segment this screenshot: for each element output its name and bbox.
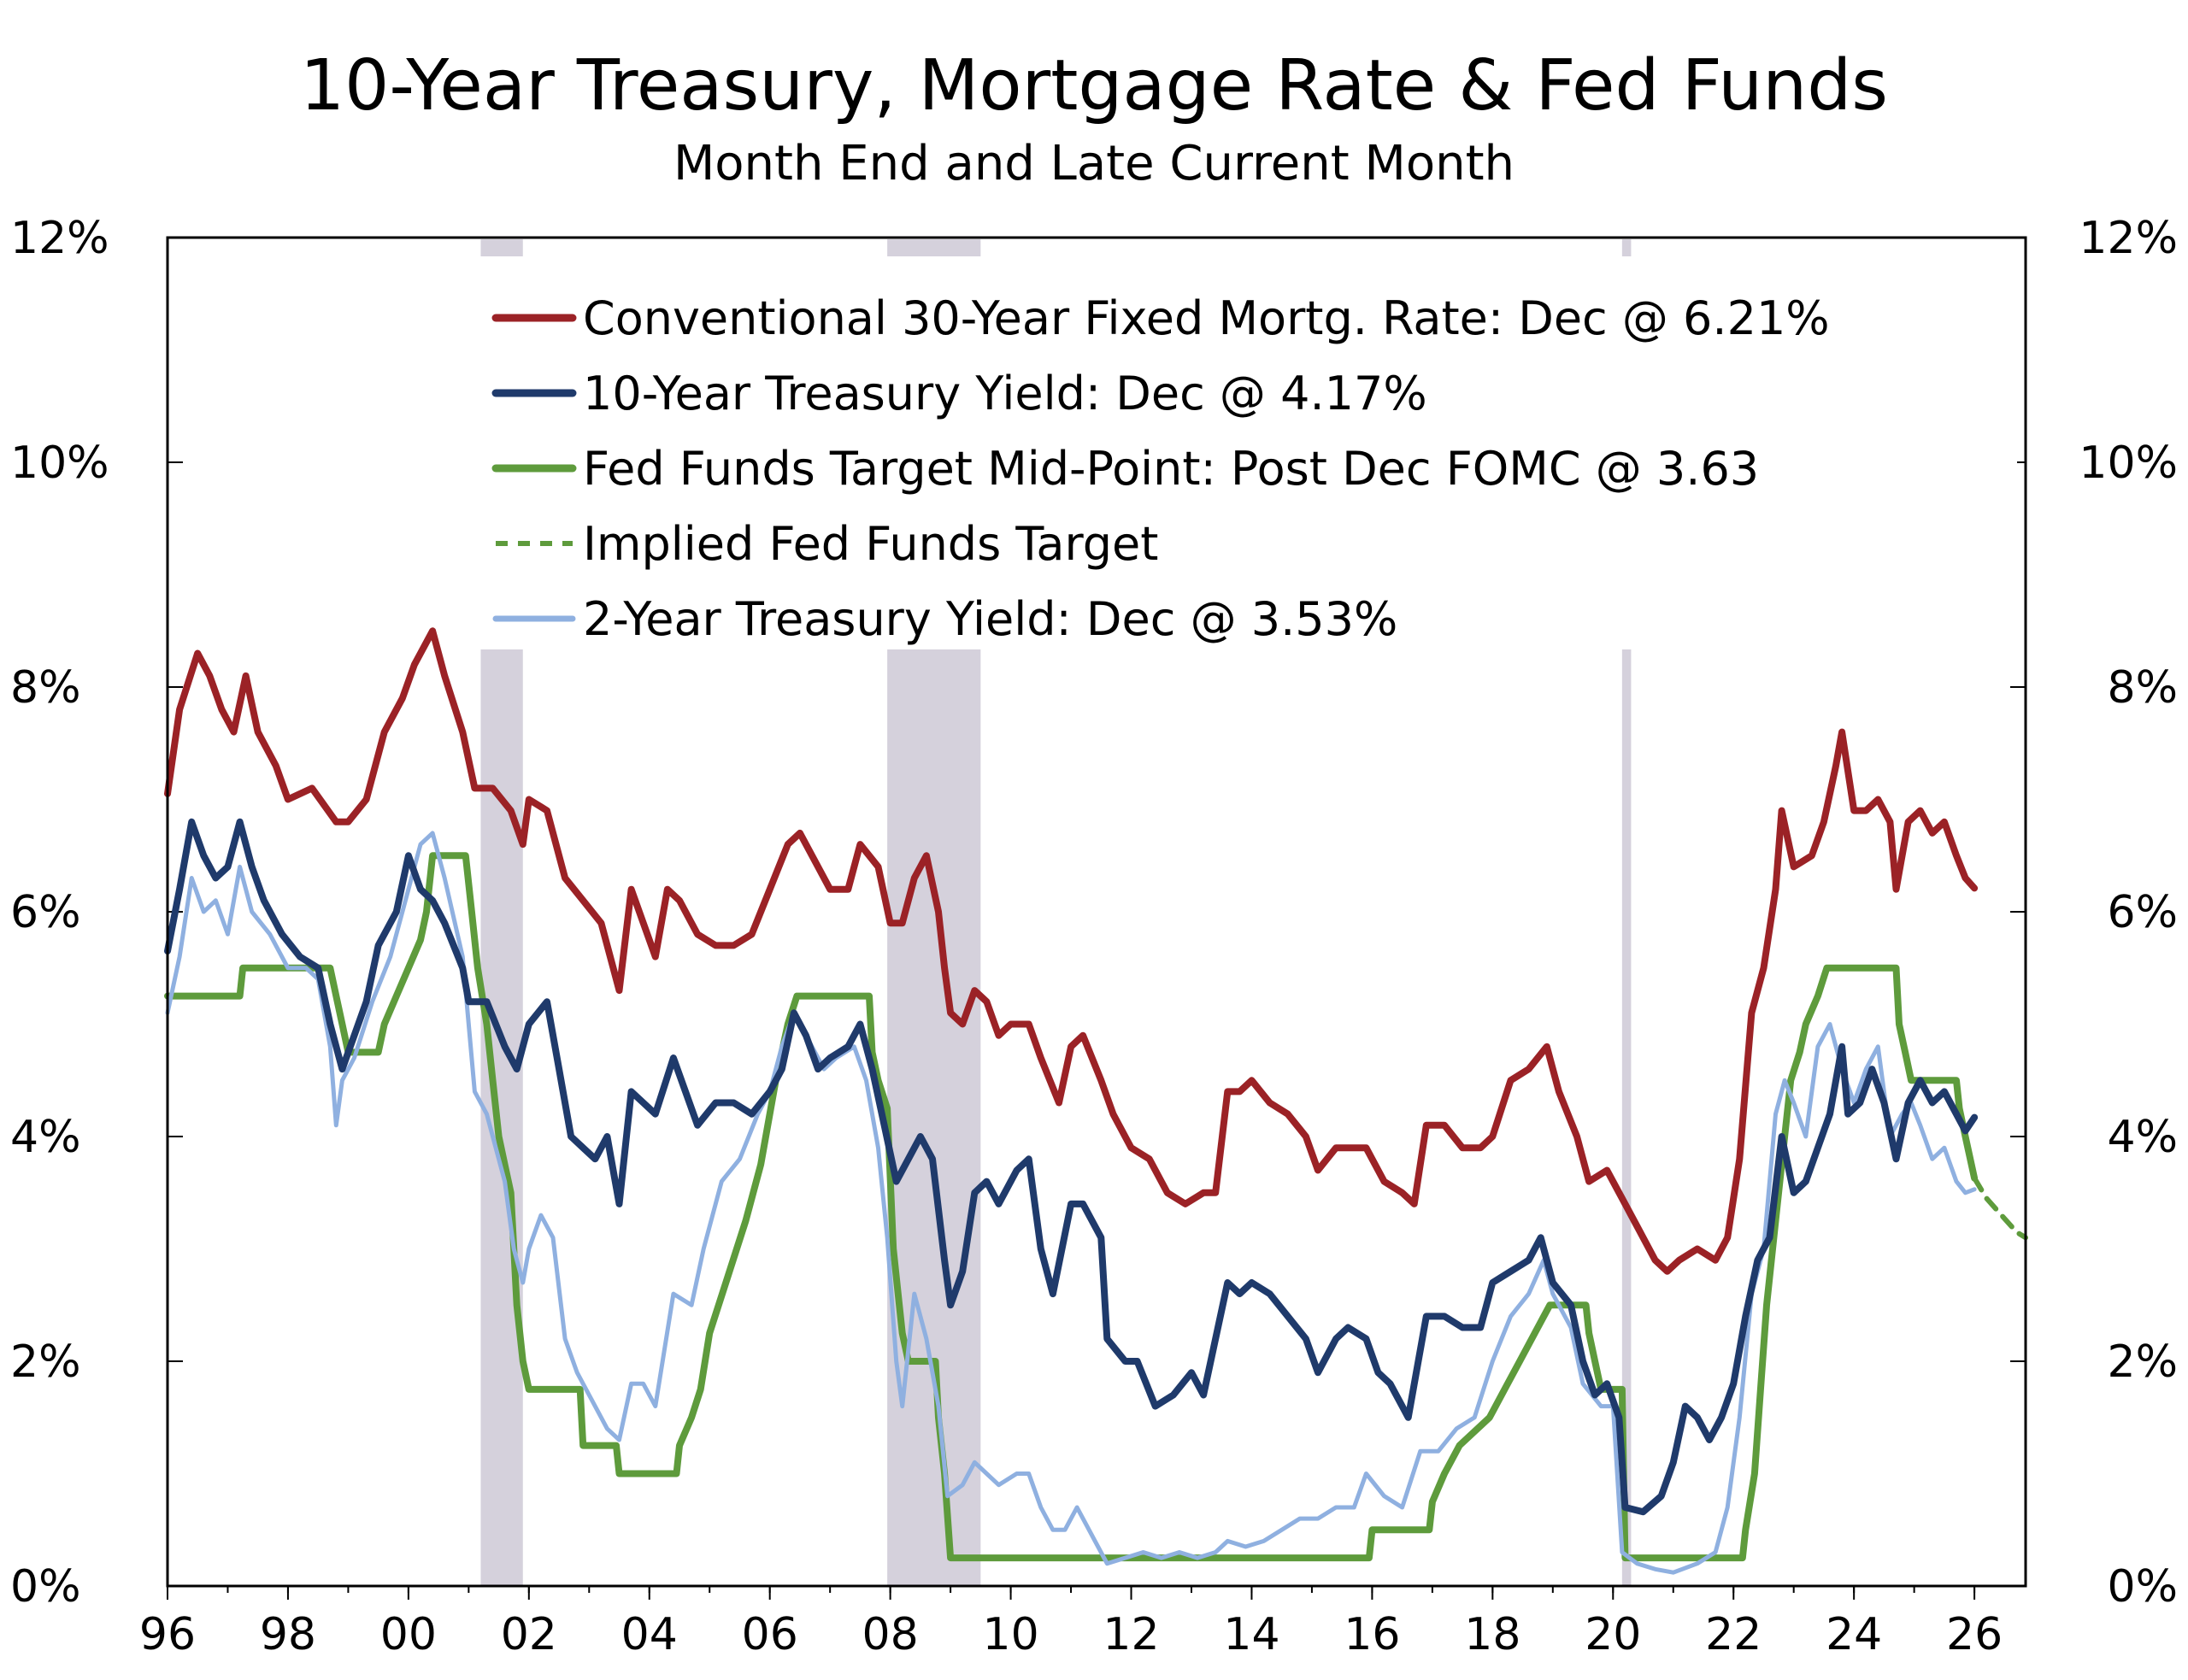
legend-label-3: Implied Fed Funds Target (583, 517, 1158, 571)
x-tick-label: 12 (1103, 1609, 1159, 1660)
series-line-1 (164, 818, 1979, 1516)
x-tick-label: 98 (260, 1609, 316, 1660)
y-tick-label-right: 12% (2079, 213, 2178, 264)
series-line-0 (164, 627, 1979, 1275)
x-tick-label: 20 (1585, 1609, 1641, 1660)
legend-label-2: Fed Funds Target Mid-Point: Post Dec FOM… (583, 442, 1759, 496)
x-tick-label: 06 (742, 1609, 798, 1660)
legend-background (479, 256, 2017, 649)
y-tick-label-left: 8% (10, 662, 81, 714)
axes: 0% 0% 2% 2% 4% 4% 6% 6% 8% 8% 10% 10% 12% 12% 96 98 00 02… (10, 213, 2178, 1660)
legend: Conventional 30-Year Fixed Mortg. Rate: … (479, 256, 2017, 649)
y-tick-label-left: 6% (10, 887, 81, 938)
x-tick-label: 22 (1705, 1609, 1762, 1660)
x-tick-label: 00 (380, 1609, 437, 1660)
y-tick-label-left: 2% (10, 1336, 81, 1388)
recession-shading (480, 239, 1632, 1586)
series-lines (164, 627, 2028, 1575)
series-line-2 (164, 852, 1979, 1562)
x-tick-label: 24 (1826, 1609, 1882, 1660)
x-tick-label: 04 (621, 1609, 678, 1660)
x-tick-label: 10 (982, 1609, 1038, 1660)
y-tick-label-left: 10% (10, 438, 109, 489)
x-tick-label: 18 (1464, 1609, 1520, 1660)
y-tick-label-right: 4% (2108, 1112, 2179, 1163)
y-tick-label-right: 8% (2108, 662, 2179, 714)
x-tick-label: 96 (139, 1609, 196, 1660)
series-line-4 (165, 831, 1977, 1575)
series-line-3 (1972, 1175, 2028, 1241)
legend-label-1: 10-Year Treasury Yield: Dec @ 4.17% (583, 367, 1427, 420)
chart-title: 10-Year Treasury, Mortgage Rate & Fed Fu… (300, 45, 1888, 126)
legend-label-0: Conventional 30-Year Fixed Mortg. Rate: … (583, 291, 1830, 345)
y-tick-label-left: 0% (10, 1561, 81, 1612)
plot-frame (166, 236, 2027, 1588)
x-tick-label: 26 (1946, 1609, 2003, 1660)
recession-band-2 (1621, 649, 1632, 1586)
x-tick-label: 14 (1223, 1609, 1279, 1660)
x-tick-label: 16 (1344, 1609, 1400, 1660)
legend-label-4: 2-Year Treasury Yield: Dec @ 3.53% (583, 592, 1397, 646)
y-tick-label-left: 4% (10, 1112, 81, 1163)
x-tick-label: 08 (862, 1609, 919, 1660)
y-tick-label-right: 6% (2108, 887, 2179, 938)
y-tick-label-right: 0% (2108, 1561, 2179, 1612)
y-tick-label-right: 10% (2079, 438, 2178, 489)
chart-subtitle: Month End and Late Current Month (673, 136, 1515, 191)
x-tick-label: 02 (501, 1609, 557, 1660)
y-tick-label-left: 12% (10, 213, 109, 264)
y-tick-label-right: 2% (2108, 1336, 2179, 1388)
recession-band-1 (887, 649, 981, 1586)
